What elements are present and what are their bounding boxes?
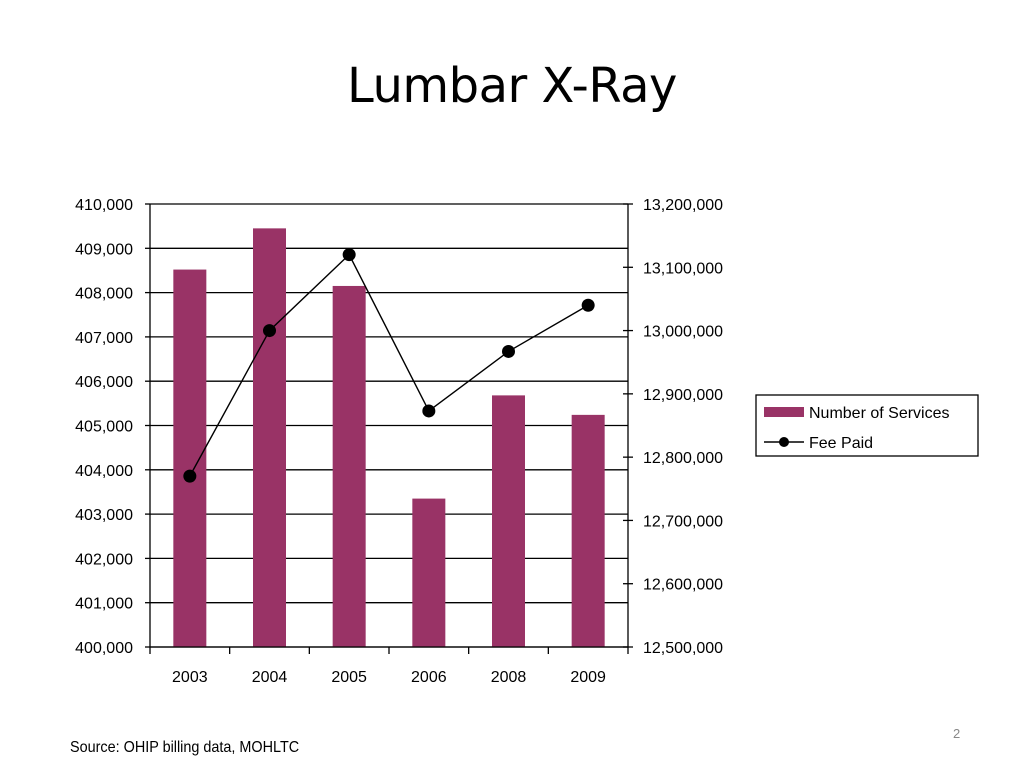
fee-paid-point-2004 [263,324,276,338]
fee-paid-point-2005 [342,248,356,262]
fee-paid-point-2006 [422,404,436,418]
bar-2003 [173,269,207,647]
legend-box [755,394,979,457]
left-axis-tick-label: 409,000 [75,241,133,258]
fee-paid-point-2008 [502,344,515,358]
right-axis-tick-label: 13,200,000 [643,197,723,214]
left-axis-tick-label: 404,000 [75,463,133,480]
legend-swatch-services [764,407,804,417]
right-axis-tick-label: 12,600,000 [643,577,723,594]
x-axis-tick-label: 2006 [411,669,447,686]
bar-2008 [492,395,525,647]
bar-2009 [571,414,605,647]
bar-2004 [253,228,286,648]
left-axis-tick-label: 401,000 [75,596,133,613]
x-axis-tick-label: 2005 [331,669,367,686]
left-axis-tick-label: 400,000 [75,640,133,657]
left-axis-tick-label: 407,000 [75,330,133,347]
left-axis-tick-label: 405,000 [75,419,133,436]
left-axis-tick-label: 406,000 [75,374,133,391]
slide-title: Lumbar X-Ray [347,58,677,114]
fee-paid-point-2003 [183,469,197,483]
right-axis-tick-label: 12,700,000 [643,513,723,530]
left-axis-tick-label: 402,000 [75,551,133,568]
right-axis-tick-label: 12,800,000 [643,450,723,467]
bar-2005 [332,285,366,647]
page-number: 2 [953,726,961,741]
left-axis-tick-label: 403,000 [75,507,133,524]
x-axis-tick-label: 2004 [252,669,288,686]
bar-2006 [412,498,446,647]
x-axis-tick-label: 2009 [570,669,606,686]
legend-swatch-fee-marker [779,437,789,447]
x-axis-tick-label: 2003 [172,669,208,686]
right-axis-tick-label: 12,900,000 [643,387,723,404]
left-axis-tick-label: 408,000 [75,286,133,303]
source-note: Source: OHIP billing data, MOHLTC [70,739,300,756]
right-axis-tick-label: 13,100,000 [643,260,723,277]
legend-label-fee: Fee Paid [809,435,873,452]
right-axis-tick-label: 12,500,000 [643,640,723,657]
left-axis-tick-label: 410,000 [75,197,133,214]
x-axis-tick-label: 2008 [491,669,527,686]
right-axis-tick-label: 13,000,000 [643,324,723,341]
legend-label-services: Number of Services [809,405,950,422]
fee-paid-line [189,253,589,477]
fee-paid-point-2009 [581,298,595,312]
